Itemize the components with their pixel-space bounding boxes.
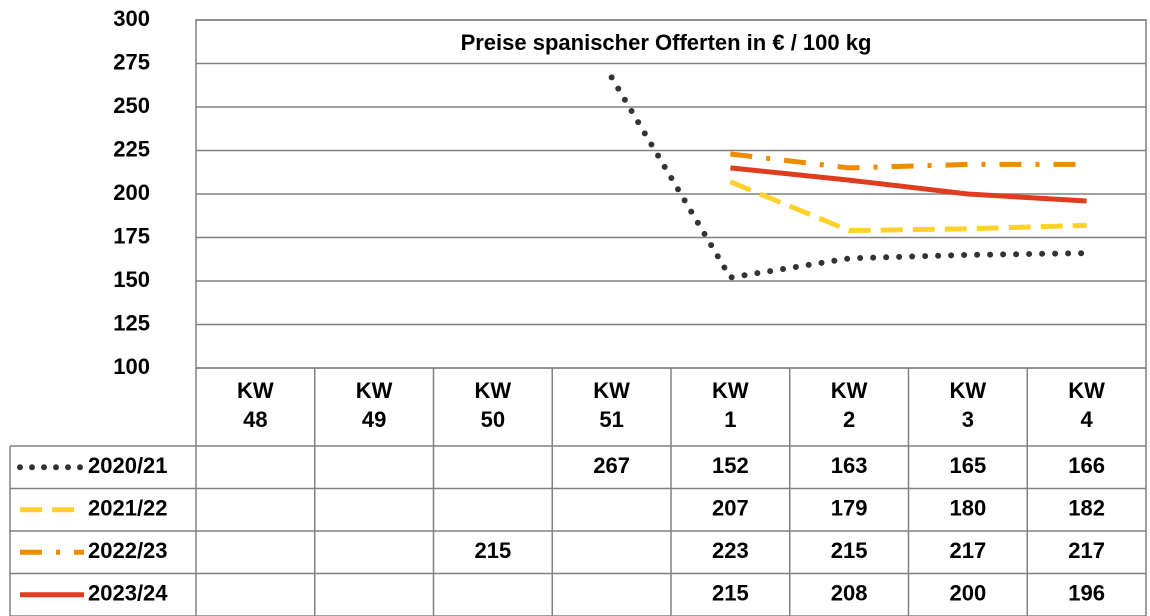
x-tick-label: KW 4	[1068, 378, 1105, 432]
table-value: 215	[475, 538, 512, 563]
table-value: 179	[831, 496, 868, 521]
legend-label: 2023/24	[88, 581, 168, 606]
series-line	[608, 74, 1090, 281]
series-line	[729, 179, 1087, 234]
legend-label: 2020/21	[88, 453, 168, 478]
table-value: 217	[950, 538, 987, 563]
y-tick-label: 175	[113, 223, 150, 248]
y-tick-label: 200	[113, 180, 150, 205]
x-tick-label: KW 1	[712, 378, 749, 432]
y-tick-label: 150	[113, 267, 150, 292]
table-value: 152	[712, 453, 749, 478]
y-tick-label: 125	[113, 310, 150, 335]
y-tick-label: 300	[113, 6, 150, 31]
x-tick-label: KW 3	[949, 378, 987, 432]
y-tick-label: 250	[113, 93, 150, 118]
table-value: 217	[1068, 538, 1105, 563]
x-tick-label: KW 51	[593, 378, 630, 432]
table-value: 163	[831, 453, 868, 478]
x-tick-label: KW 50	[474, 378, 512, 432]
table-value: 215	[831, 538, 868, 563]
table-value: 207	[712, 496, 749, 521]
legend-label: 2022/23	[88, 538, 168, 563]
table-value: 215	[712, 581, 749, 606]
y-tick-label: 225	[113, 136, 150, 161]
series-line	[730, 165, 1087, 204]
legend-label: 2021/22	[88, 496, 168, 521]
x-tick-label: KW 49	[355, 378, 393, 432]
table-value: 182	[1068, 496, 1105, 521]
table-value: 208	[831, 581, 868, 606]
table-value: 200	[950, 581, 987, 606]
table-value: 165	[950, 453, 987, 478]
table-value: 223	[712, 538, 749, 563]
y-tick-label: 100	[113, 354, 150, 379]
x-tick-label: KW 2	[830, 378, 868, 432]
table-value: 180	[950, 496, 987, 521]
y-tick-label: 275	[113, 49, 150, 74]
table-value: 166	[1068, 453, 1105, 478]
series-line	[730, 151, 1087, 171]
x-tick-label: KW 48	[237, 378, 274, 432]
chart-title: Preise spanischer Offerten in € / 100 kg	[461, 30, 872, 55]
table-value: 196	[1068, 581, 1105, 606]
table-value: 267	[593, 453, 630, 478]
